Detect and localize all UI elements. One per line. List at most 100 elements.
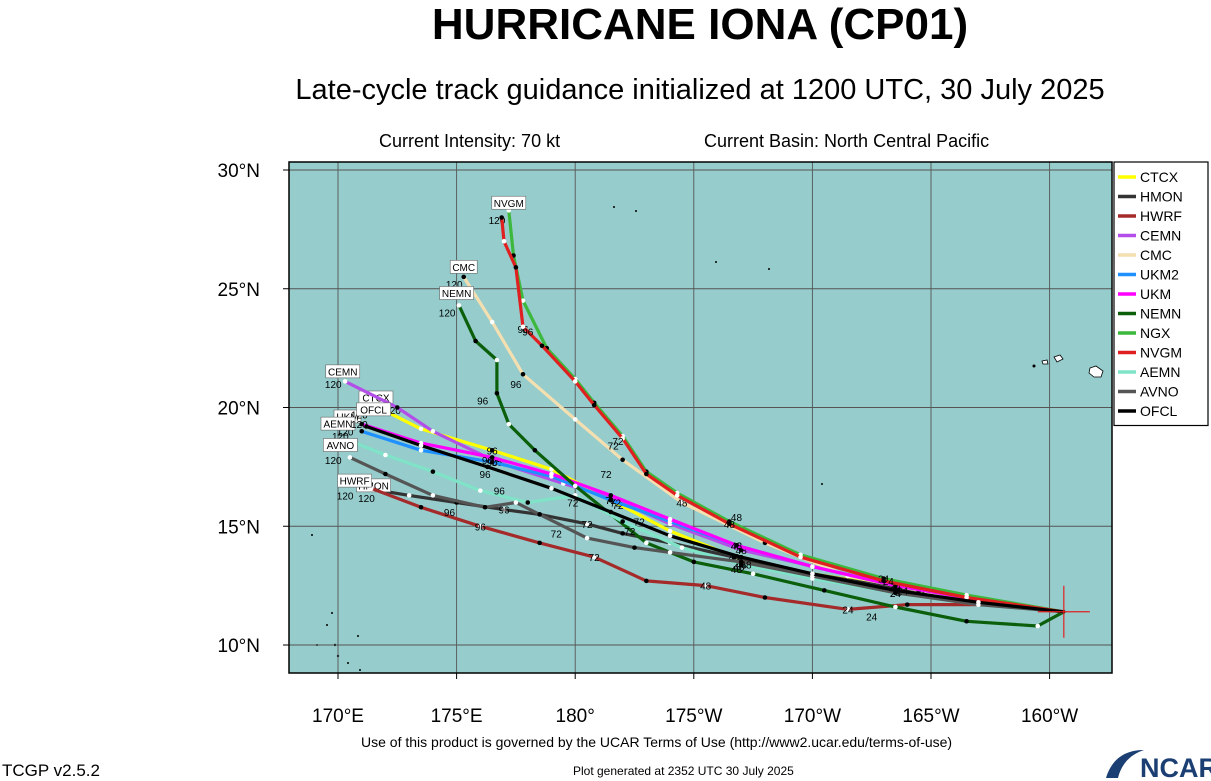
track-end-tag [356,402,391,417]
track-end-label: CMC [452,263,475,274]
track-point [679,500,685,505]
track-end-label: CTCX [362,394,390,405]
track-point [473,338,478,344]
track-line [348,455,1066,614]
track-point [494,390,500,396]
forecast-hour-label: 96 [482,456,494,467]
track-nemn: 24 48 72 96 120 NEMN [439,286,1066,629]
track-point [727,521,732,527]
forecast-hour-label: 24 [890,589,902,600]
track-point [1035,623,1041,629]
track-point [572,379,578,384]
track-point [539,343,545,349]
lat-lon-grid [289,162,1112,673]
forecast-hour-label: 72 [634,518,646,529]
track-end-label: HMON [358,481,389,492]
forecast-hour-label: 120 [446,280,463,291]
track-point [620,436,625,441]
forecast-hour-label: 96 [494,487,506,498]
track-point [762,595,768,600]
track-point [494,357,500,363]
track-point [525,500,531,505]
track-point [430,428,436,434]
forecast-hour-label: 120 [332,432,349,443]
track-point [418,426,424,432]
forecast-hour-label: 120 [384,406,401,417]
current-intensity: Current Intensity: 70 kt [379,131,561,151]
track-point [461,274,467,280]
track-point [520,298,526,303]
track-point [667,533,673,539]
land-features [311,206,1104,671]
lat-tick-label: 10°N [218,636,260,657]
hawaii-big-island [1088,365,1104,378]
legend-label: NGX [1140,325,1171,341]
track-point [478,488,483,493]
track-point [499,215,504,220]
track-point [456,303,462,308]
current-position-marker [1037,585,1090,638]
forecast-hour-label: 48 [736,546,748,557]
track-point [418,447,424,453]
forecast-hour-label: 72 [600,470,612,481]
track-point [620,457,625,463]
track-point [821,588,827,593]
track-point [513,500,519,505]
forecast-hour-label: 48 [736,560,748,571]
track-point [537,540,542,546]
legend-label: UKM2 [1140,267,1179,283]
plot-frame [288,161,1113,674]
track-point [691,559,697,565]
legend-item-avno: AVNO [1118,384,1179,400]
forecast-hour-label: 48 [731,541,743,552]
forecast-hour-label: 120 [337,427,354,438]
track-end-tag [325,364,361,379]
legend-item-hmon: HMON [1118,189,1183,205]
forecast-hour-label: 48 [731,513,743,524]
track-nvgm: 24 48 72 96 [499,215,1066,614]
track-point [644,578,649,584]
track-point [489,459,495,465]
track-point [364,424,369,429]
track-point [976,599,981,605]
track-point [549,485,554,491]
legend-label: NEMN [1140,306,1181,322]
axis-tick-labels: 170°E 175°E 180° 175°W 170°W 165°W 160°W 10°N 15… [218,161,1079,727]
terms-of-use: Use of this product is governed by the U… [361,734,953,750]
track-point [537,512,542,517]
track-point [674,493,680,498]
track-point [482,504,488,510]
track-end-label: NEMN [442,289,471,300]
legend-item-nemn: NEMN [1118,306,1181,322]
forecast-hour-label: 24 [897,586,909,597]
track-point [679,545,685,550]
version-label: TCGP v2.5.2 [2,761,100,780]
track-point [549,471,554,477]
ncar-logo-text: NCAR [1140,753,1211,780]
track-line [457,303,1066,628]
track-point [881,578,886,584]
track-point [489,447,495,453]
forecast-hour-label: 24 [883,577,895,588]
track-point [591,554,597,560]
forecast-hour-label: 72 [581,520,593,531]
track-end-label: NVGM [494,199,524,210]
marshall-islands [311,206,823,671]
map-title: HURRICANE IONA (CP01) [431,0,969,49]
track-point [406,493,412,498]
forecast-hour-label: 24 [914,586,926,597]
track-point [359,421,365,427]
track-point [485,464,490,470]
lat-tick-label: 20°N [218,399,260,420]
track-point [359,428,365,434]
legend-item-aemn: AEMN [1118,364,1180,380]
legend-item-cmc: CMC [1118,247,1172,263]
plot-generated: Plot generated at 2352 UTC 30 July 2025 [573,764,794,778]
track-point [893,604,898,610]
track-point [845,607,851,612]
hawaii-kauai [1032,364,1036,368]
track-point [418,443,424,448]
track-map: 24487296120CTCX24487296120HMON2448729612… [218,161,1209,727]
track-point [667,528,673,534]
